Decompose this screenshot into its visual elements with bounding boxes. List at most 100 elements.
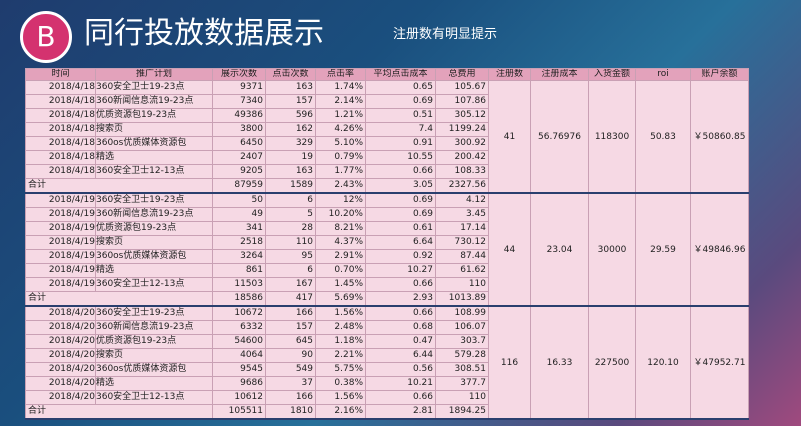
- total-row: 合计 18586 417 5.69% 2.93 1013.89: [25, 291, 749, 307]
- column-header: roi: [635, 68, 691, 81]
- total-cell: 1013.89: [435, 291, 489, 307]
- cell: 11503: [212, 277, 266, 292]
- cell: 360安全卫士19-23点: [95, 80, 213, 95]
- cell: 17.14: [435, 221, 489, 236]
- cell: 87.44: [435, 249, 489, 264]
- summary-cell: 227500: [588, 305, 636, 420]
- cell: 2518: [212, 235, 266, 250]
- total-cell: 1589: [265, 178, 316, 194]
- cell: 0.61: [365, 221, 436, 236]
- cell: 9371: [212, 80, 266, 95]
- cell: 107.86: [435, 94, 489, 109]
- table-row: 2018/4/19 360安全卫士19-23点 50 6 12% 0.69 4.12 44 23…: [25, 192, 749, 307]
- column-header: 时间: [25, 68, 96, 81]
- cell: 9545: [212, 362, 266, 377]
- cell: 360安全卫士19-23点: [95, 192, 213, 208]
- cell: 106.07: [435, 320, 489, 335]
- total-cell: 合计: [25, 178, 213, 194]
- summary-cell: ￥49846.96: [690, 192, 749, 307]
- cell: 108.99: [435, 305, 489, 321]
- total-row: 合计 105511 1810 2.16% 2.81 1894.25: [25, 404, 749, 420]
- cell: 8.21%: [315, 221, 366, 236]
- cell: 645: [265, 334, 316, 349]
- summary-cell: ￥47952.71: [690, 305, 749, 420]
- cell: 329: [265, 136, 316, 151]
- subtitle: 注册数有明显提示: [393, 27, 498, 42]
- summary-cell: 23.04: [530, 192, 589, 307]
- cell: 2018/4/20: [25, 334, 96, 349]
- table-row: 2018/4/20 搜索页 4064 90 2.21% 6.44 579.28: [25, 348, 749, 363]
- cell: 61.62: [435, 263, 489, 278]
- cell: 2.21%: [315, 348, 366, 363]
- cell: 2018/4/19: [25, 192, 96, 208]
- cell: 10.21: [365, 376, 436, 391]
- total-cell: 87959: [212, 178, 266, 194]
- cell: 12%: [315, 192, 366, 208]
- cell: 0.65: [365, 80, 436, 95]
- column-header: 展示次数: [212, 68, 266, 81]
- summary-cell: 118300: [588, 80, 636, 194]
- table-row: 2018/4/18 360安全卫士12-13点 9205 163 1.77% 0.66 10…: [25, 164, 749, 179]
- cell: 搜索页: [95, 122, 213, 137]
- cell: 167: [265, 277, 316, 292]
- cell: 1.74%: [315, 80, 366, 95]
- cell: 2407: [212, 150, 266, 165]
- summary-cell: 30000: [588, 192, 636, 307]
- cell: 2018/4/18: [25, 150, 96, 165]
- cell: 3264: [212, 249, 266, 264]
- cell: 108.33: [435, 164, 489, 179]
- cell: 9205: [212, 164, 266, 179]
- total-cell: 2.16%: [315, 404, 366, 420]
- cell: 10612: [212, 390, 266, 405]
- summary-cell: ￥50860.85: [690, 80, 749, 194]
- cell: 0.79%: [315, 150, 366, 165]
- cell: 360os优质媒体资源包: [95, 362, 213, 377]
- cell: 0.68: [365, 320, 436, 335]
- cell: 0.70%: [315, 263, 366, 278]
- cell: 精选: [95, 263, 213, 278]
- cell: 163: [265, 80, 316, 95]
- cell: 360安全卫士12-13点: [95, 390, 213, 405]
- table-row: 2018/4/18 精选 2407 19 0.79% 10.55 200.42: [25, 150, 749, 165]
- cell: 优质资源包19-23点: [95, 334, 213, 349]
- cell: 49386: [212, 108, 266, 123]
- cell: 157: [265, 320, 316, 335]
- cell: 0.66: [365, 390, 436, 405]
- summary-cell: 50.83: [635, 80, 691, 194]
- total-cell: 2327.56: [435, 178, 489, 194]
- summary-cell: 29.59: [635, 192, 691, 307]
- column-header: 注册数: [488, 68, 531, 81]
- cell: 861: [212, 263, 266, 278]
- cell: 49: [212, 207, 266, 222]
- cell: 2.48%: [315, 320, 366, 335]
- table-row: 2018/4/19 360新闻信息流19-23点 49 5 10.20% 0.69 3.45: [25, 207, 749, 222]
- cell: 2018/4/20: [25, 348, 96, 363]
- cell: 341: [212, 221, 266, 236]
- cell: 2018/4/20: [25, 305, 96, 321]
- cell: 0.69: [365, 94, 436, 109]
- cell: 1.18%: [315, 334, 366, 349]
- summary-cell: 41: [488, 80, 531, 194]
- cell: 360新闻信息流19-23点: [95, 320, 213, 335]
- cell: 95: [265, 249, 316, 264]
- table-row: 2018/4/20 360安全卫士19-23点 10672 166 1.56% 0.66 1…: [25, 305, 749, 420]
- cell: 162: [265, 122, 316, 137]
- cell: 0.66: [365, 277, 436, 292]
- cell: 360新闻信息流19-23点: [95, 207, 213, 222]
- cell: 0.66: [365, 305, 436, 321]
- cell: 2018/4/20: [25, 362, 96, 377]
- column-header: 注册成本: [530, 68, 589, 81]
- cell: 5.10%: [315, 136, 366, 151]
- cell: 596: [265, 108, 316, 123]
- total-cell: 1810: [265, 404, 316, 420]
- cell: 2018/4/20: [25, 320, 96, 335]
- cell: 0.47: [365, 334, 436, 349]
- cell: 377.7: [435, 376, 489, 391]
- cell: 精选: [95, 150, 213, 165]
- cell: 305.12: [435, 108, 489, 123]
- cell: 579.28: [435, 348, 489, 363]
- badge: B: [20, 11, 72, 63]
- cell: 0.51: [365, 108, 436, 123]
- cell: 搜索页: [95, 235, 213, 250]
